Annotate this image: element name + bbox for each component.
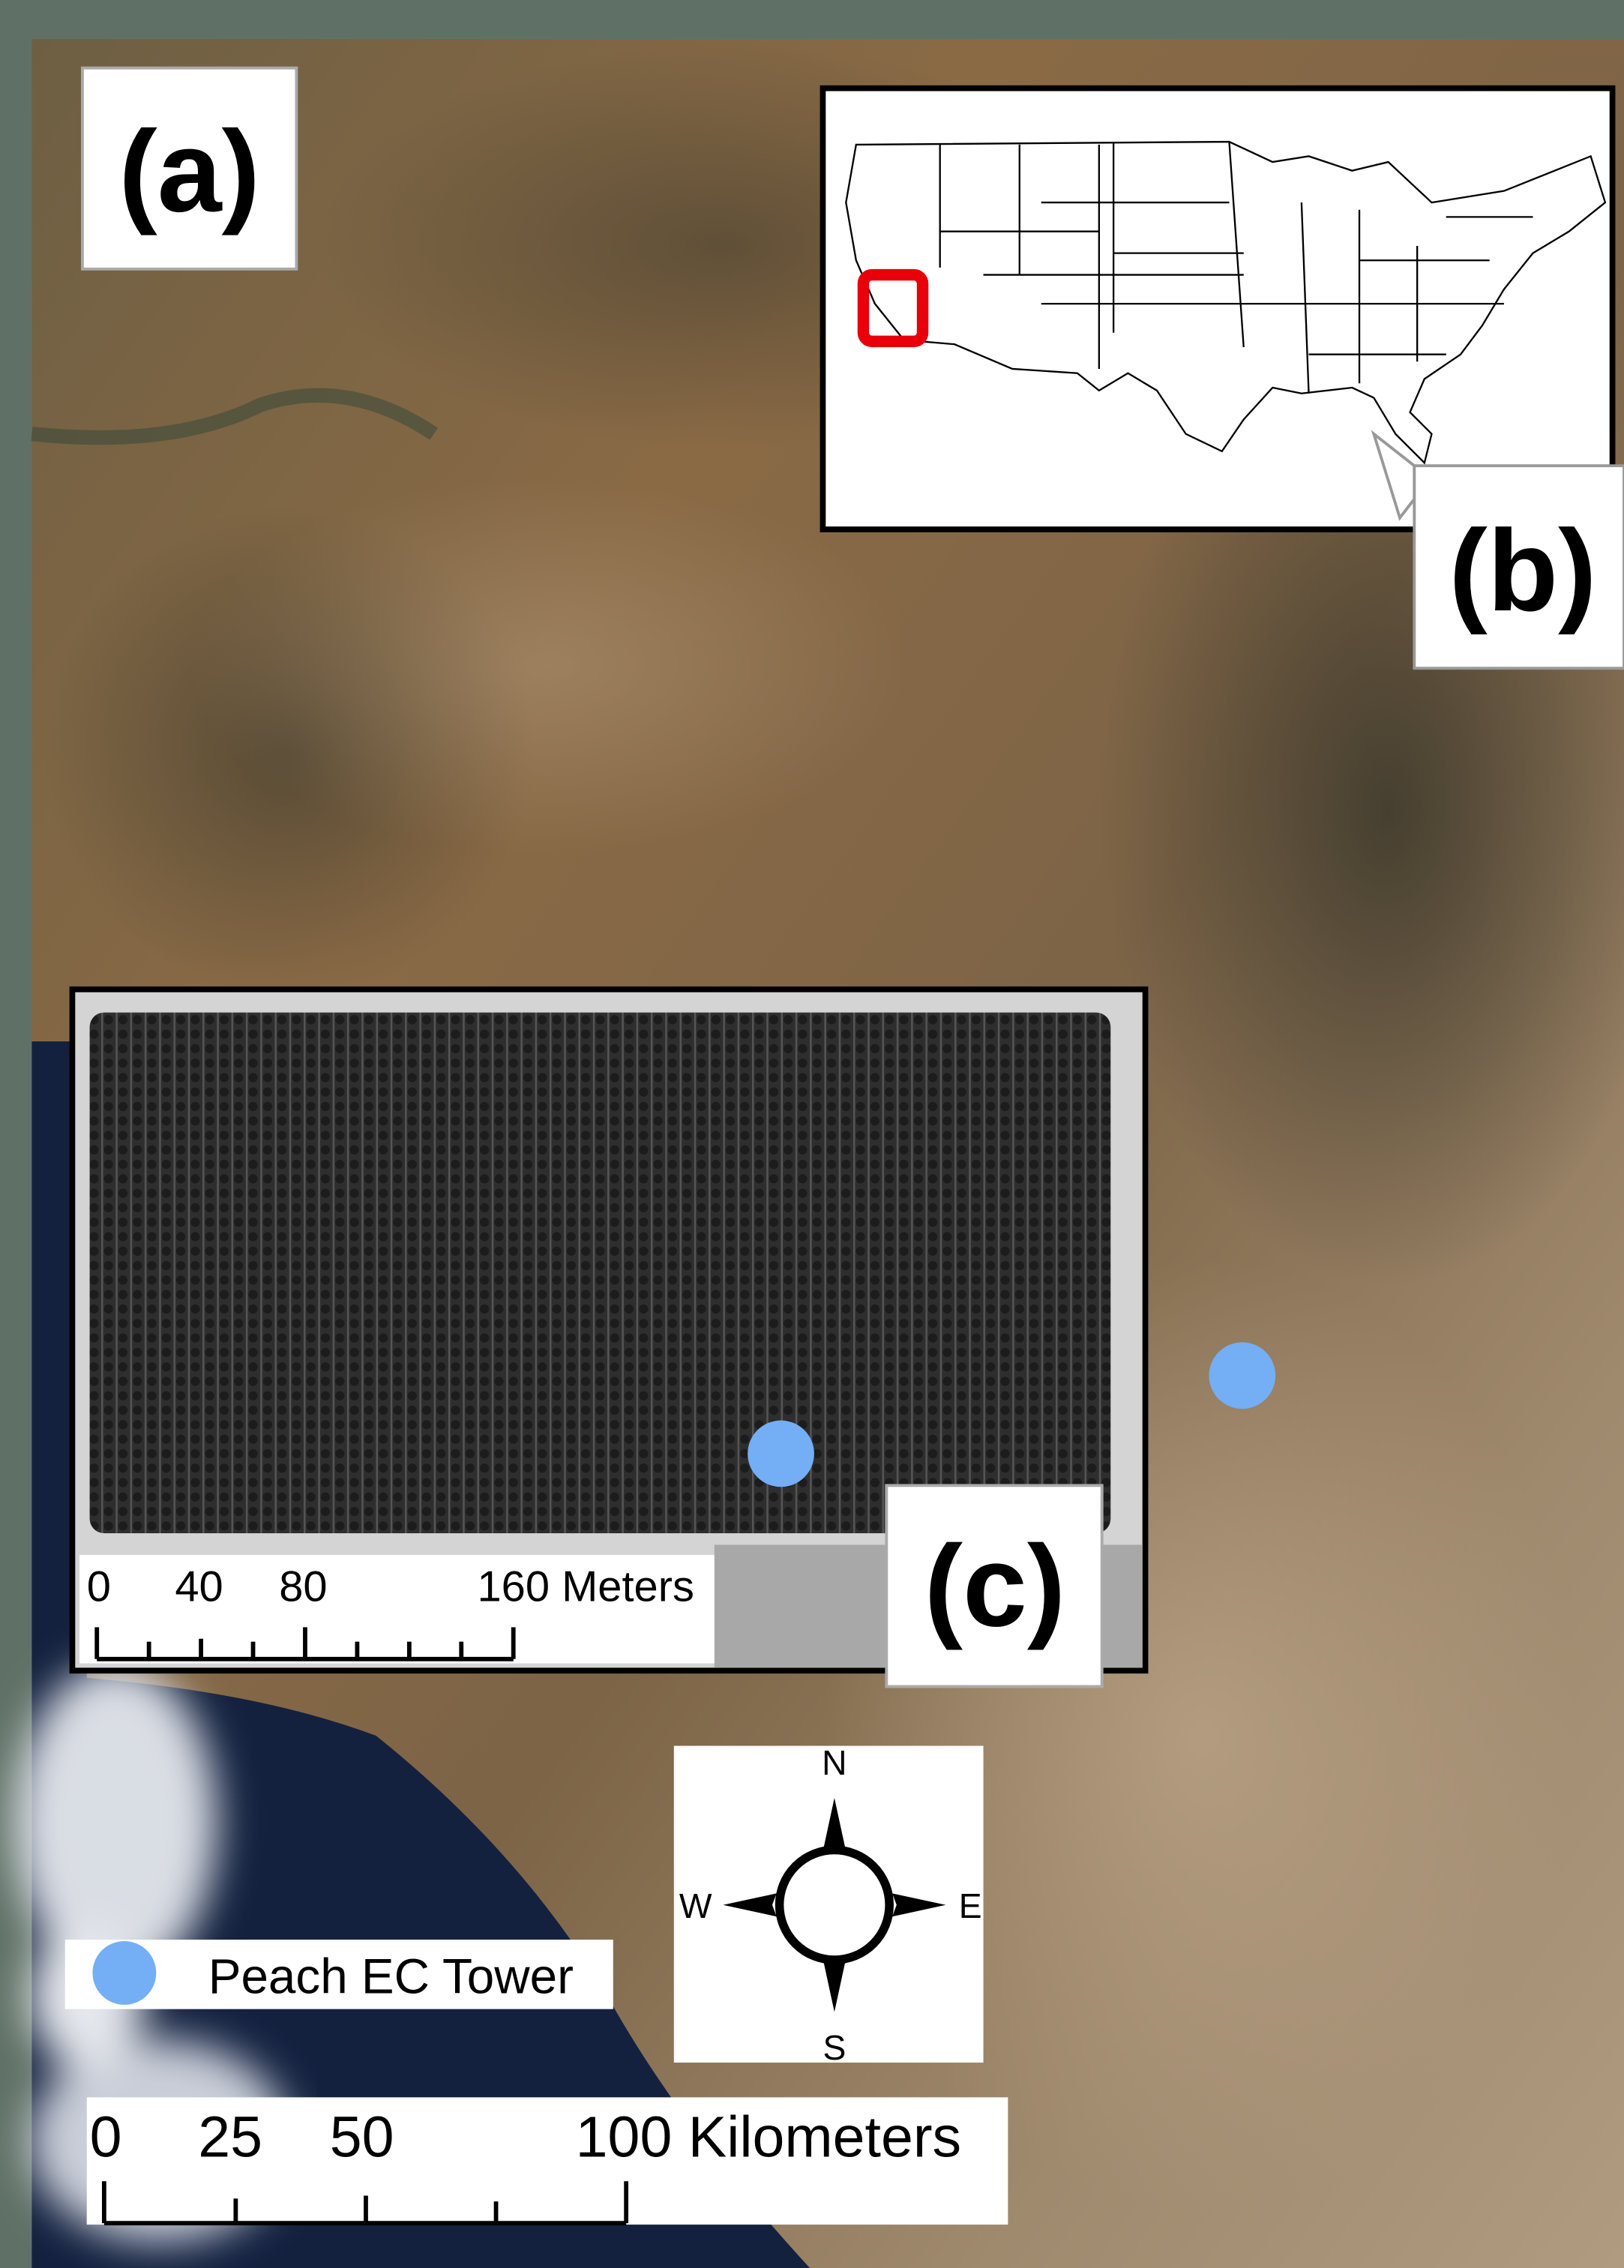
panel-c-label: (c) (924, 1520, 1066, 1650)
meter-scale-label: 160 Meters (477, 1563, 694, 1611)
panel-a-label: (a) (118, 106, 260, 236)
us-inset (822, 88, 1612, 529)
tower-marker (1209, 1342, 1275, 1409)
km-scale-label: 25 (198, 2105, 262, 2169)
km-scale-label: 100 Kilometers (576, 2105, 961, 2169)
compass-west: W (679, 1886, 712, 1925)
panel-b-label: (b) (1449, 505, 1596, 635)
compass-north: N (822, 1743, 846, 1782)
km-scale-label: 50 (330, 2105, 394, 2169)
page: {"panels": {"a": "(a)", "b": "(b)", "c":… (0, 0, 1624, 2268)
tower-marker (748, 1420, 814, 1487)
meter-scale-label: 0 (87, 1563, 111, 1611)
legend-label: Peach EC Tower (208, 1949, 574, 2003)
figure: (a) (b) 0 40 80 160 Meters (c) N E S W P… (0, 0, 1624, 2268)
orchard-field (90, 1012, 1111, 1533)
legend-marker (92, 1941, 156, 2005)
meter-scale-label: 40 (175, 1563, 223, 1611)
km-scale-label: 0 (90, 2105, 122, 2169)
compass-east: E (959, 1886, 982, 1925)
compass-south: S (822, 2028, 846, 2067)
meter-scale-label: 80 (279, 1563, 327, 1611)
